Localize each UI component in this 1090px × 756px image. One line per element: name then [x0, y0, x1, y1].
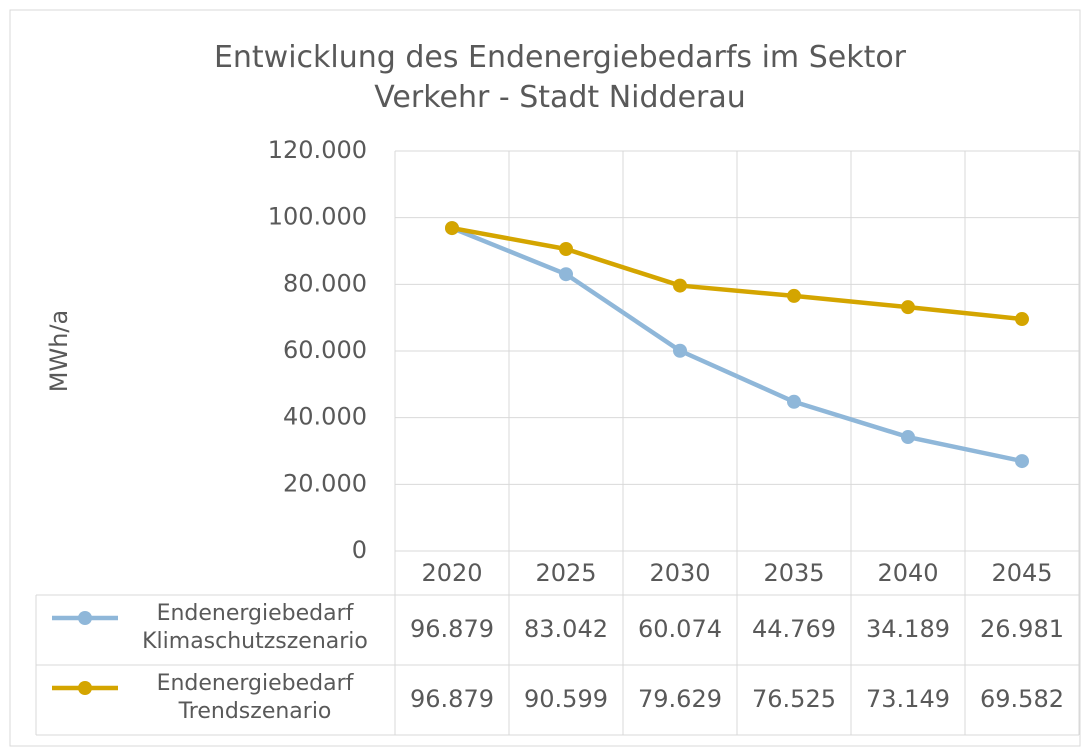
- series-line: [451, 225, 1023, 464]
- table-value: 83.042: [524, 615, 608, 643]
- y-tick-label: 100.000: [268, 203, 367, 231]
- x-tick-label: 2020: [421, 559, 482, 587]
- data-point: [673, 278, 687, 293]
- y-tick-label: 20.000: [283, 469, 367, 497]
- x-tick-label: 2045: [991, 559, 1052, 587]
- y-tick-label: 40.000: [283, 403, 367, 431]
- table-value: 73.149: [866, 685, 950, 713]
- table-value: 90.599: [524, 685, 608, 713]
- y-tick-label: 120.000: [268, 136, 367, 164]
- table-value: 26.981: [980, 615, 1064, 643]
- table-value: 79.629: [638, 685, 722, 713]
- chart-title: Entwicklung des Endenergiebedarfs im Sek…: [213, 40, 907, 115]
- table-value: 60.074: [638, 615, 722, 643]
- legend-marker: [78, 611, 92, 625]
- x-tick-label: 2025: [535, 559, 596, 587]
- x-tick-label: 2035: [763, 559, 824, 587]
- table-value: 69.582: [980, 685, 1064, 713]
- data-point: [787, 394, 801, 409]
- y-tick-label: 80.000: [283, 269, 367, 297]
- chart-border: [9, 9, 1081, 747]
- table-value: 96.879: [410, 615, 494, 643]
- x-tick-label: 2040: [877, 559, 938, 587]
- data-point: [559, 267, 573, 282]
- data-point: [901, 300, 915, 315]
- y-tick-label: 60.000: [283, 336, 367, 364]
- data-point: [559, 242, 573, 257]
- series-line: [451, 225, 1023, 322]
- y-axis-label: MWh/a: [45, 310, 73, 392]
- data-point: [1015, 312, 1029, 327]
- table-value: 76.525: [752, 685, 836, 713]
- data-point: [445, 221, 459, 236]
- data-point: [673, 343, 687, 358]
- y-tick-label: 0: [352, 536, 367, 564]
- x-tick-label: 2030: [649, 559, 710, 587]
- legend-label: Endenergiebedarf Trendszenario: [156, 671, 354, 724]
- legend-label: Endenergiebedarf Klimaschutzszenario: [142, 601, 368, 654]
- data-point: [787, 288, 801, 303]
- table-value: 96.879: [410, 685, 494, 713]
- legend-marker: [78, 681, 92, 695]
- data-point: [1015, 454, 1029, 469]
- table-value: 44.769: [752, 615, 836, 643]
- table-value: 34.189: [866, 615, 950, 643]
- data-point: [901, 430, 915, 445]
